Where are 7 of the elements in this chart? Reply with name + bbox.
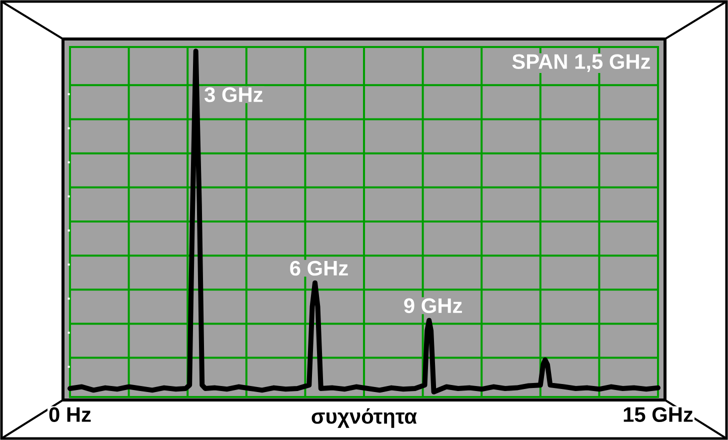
annotation: 6 GHz xyxy=(290,260,348,276)
x-axis-title: συχνότητα xyxy=(312,408,417,428)
x-tick-label: 15 GHz xyxy=(624,407,693,422)
annotation: 9 GHz xyxy=(404,298,462,314)
x-tick-label: 0 Hz xyxy=(49,407,91,422)
annotation: SPAN 1,5 GHz xyxy=(512,54,650,72)
annotation: 3 GHz xyxy=(204,87,263,102)
